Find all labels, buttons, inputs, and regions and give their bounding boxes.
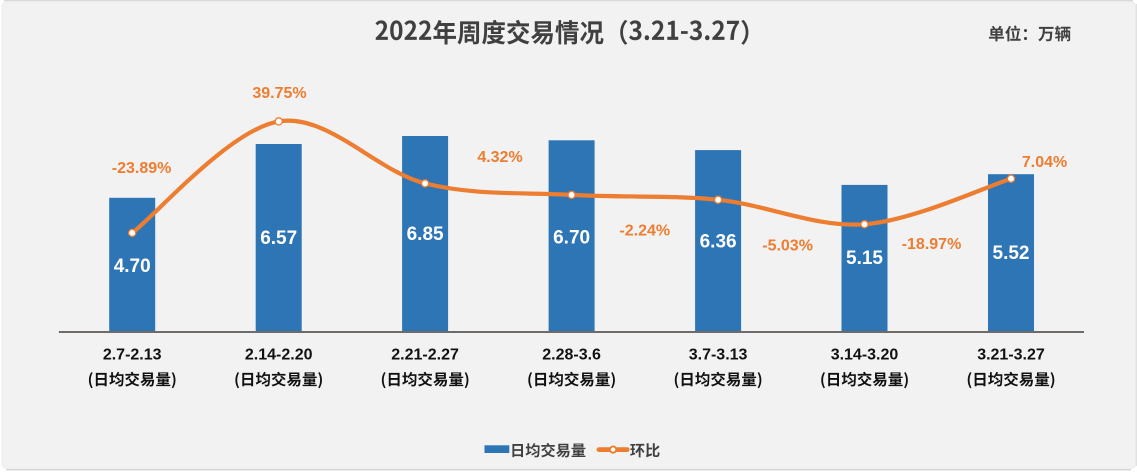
svg-text:2.28-3.6: 2.28-3.6 — [542, 346, 601, 363]
svg-text:2.7-2.13: 2.7-2.13 — [103, 346, 162, 363]
svg-text:39.75%: 39.75% — [252, 85, 306, 102]
svg-text:6.36: 6.36 — [700, 232, 737, 253]
svg-text:-23.89%: -23.89% — [112, 160, 172, 177]
svg-text:-2.24%: -2.24% — [619, 223, 670, 240]
svg-text:2.21-2.27: 2.21-2.27 — [391, 346, 459, 363]
svg-text:5.52: 5.52 — [993, 243, 1030, 264]
svg-text:7.04%: 7.04% — [1022, 154, 1067, 171]
svg-text:6.70: 6.70 — [553, 228, 590, 249]
svg-text:-18.97%: -18.97% — [902, 236, 962, 253]
svg-text:-5.03%: -5.03% — [762, 238, 813, 255]
svg-text:6.57: 6.57 — [260, 228, 297, 249]
svg-text:3.21-3.27: 3.21-3.27 — [977, 346, 1045, 363]
svg-text:4.70: 4.70 — [114, 256, 151, 277]
svg-text:6.85: 6.85 — [407, 224, 444, 245]
svg-text:3.7-3.13: 3.7-3.13 — [689, 346, 748, 363]
svg-text:2.14-2.20: 2.14-2.20 — [245, 346, 313, 363]
svg-text:4.32%: 4.32% — [477, 149, 522, 166]
svg-text:5.15: 5.15 — [846, 248, 883, 269]
svg-text:3.14-3.20: 3.14-3.20 — [831, 346, 899, 363]
